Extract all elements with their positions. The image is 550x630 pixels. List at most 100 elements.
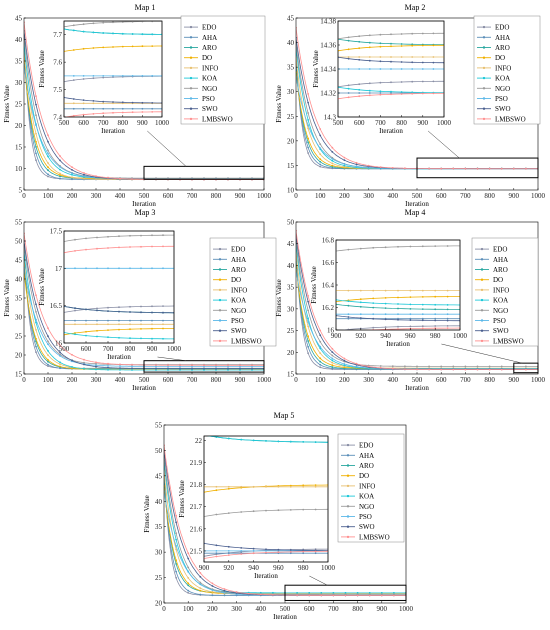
series-point-koa: [203, 369, 205, 371]
inset-y-tick-label: 7.6: [53, 59, 62, 67]
inset-point-lmbswo: [85, 248, 87, 251]
series-point-swo: [215, 367, 217, 370]
x-tick-label: 1000: [531, 192, 546, 200]
y-tick-label: 30: [287, 305, 295, 313]
series-point-koa: [95, 368, 97, 371]
chart-panel-2: Map 2 0 100 200 300 400 500 600 700 800 900 1000 10 1…: [275, 3, 546, 208]
inset-point-pso: [432, 68, 435, 70]
inset-point-do: [400, 45, 403, 47]
inset-y-axis-label: Fitness Value: [310, 266, 318, 303]
legend-label-do: DO: [495, 54, 505, 62]
inset-point-aro: [347, 39, 350, 42]
y-tick-label: 30: [15, 314, 23, 322]
series-point-aha: [71, 178, 73, 181]
inset-point-ngo: [421, 245, 424, 248]
inset-point-swo: [107, 310, 109, 312]
inset-point-edo: [432, 80, 435, 83]
inset-point-lmbswo: [92, 113, 95, 115]
inset-y-tick-label: 16.4: [322, 282, 335, 290]
series-point-info: [319, 153, 322, 156]
x-tick-label: 700: [328, 605, 339, 613]
y-tick-label: 40: [287, 39, 295, 47]
legend-label-koa: KOA: [231, 297, 246, 305]
inset-point-aha: [368, 92, 371, 94]
series-point-ngo: [35, 114, 37, 117]
inset-point-koa: [121, 32, 124, 35]
inset-point-ngo: [379, 33, 382, 36]
zoom-box: [416, 157, 539, 179]
inset-point-koa: [92, 31, 95, 34]
inset-point-do: [82, 47, 85, 50]
series-point-aro: [47, 169, 49, 172]
series-point-lmbswo: [476, 167, 479, 170]
inset-point-aha: [118, 319, 120, 322]
series-point-lmbswo: [464, 167, 467, 170]
legend-marker-pso: [482, 97, 486, 100]
inset-point-lmbswo: [151, 245, 153, 248]
series-point-pso: [331, 357, 334, 360]
inset-point-pso: [227, 550, 230, 552]
inset-point-swo: [102, 100, 105, 103]
series-point-koa: [47, 350, 49, 352]
inset-point-aro: [359, 305, 362, 308]
series-point-lmbswo: [59, 155, 61, 157]
inset-x-tick-label: 940: [380, 332, 391, 340]
series-point-lmbswo: [107, 362, 109, 365]
series-point-koa: [47, 155, 49, 158]
series-point-lmbswo: [59, 344, 61, 347]
legend-marker-lmbswo: [482, 117, 486, 121]
inset-point-info: [379, 56, 382, 58]
series-point-aha: [319, 163, 322, 166]
inset-point-pso: [118, 267, 120, 270]
series-point-koa: [59, 361, 61, 364]
inset-point-edo: [409, 325, 412, 328]
series-point-ngo: [525, 365, 527, 368]
series-point-lmbswo: [251, 364, 253, 367]
zoom-arrow: [427, 130, 460, 159]
inset-x-tick-label: 900: [147, 345, 158, 353]
inset-point-lmbswo: [121, 111, 124, 114]
series-point-lmbswo: [404, 167, 406, 170]
inset-point-swo: [358, 58, 361, 61]
inset-point-edo: [384, 326, 387, 328]
x-tick-label: 300: [363, 376, 374, 384]
inset-point-ngo: [314, 508, 317, 511]
inset-point-koa: [409, 303, 412, 306]
series-point-koa: [320, 592, 323, 594]
x-tick-label: 400: [388, 376, 399, 384]
legend-label-lmbswo: LMBSWO: [231, 337, 262, 345]
inset-point-swo: [446, 319, 449, 322]
legend-label-info: INFO: [359, 482, 375, 490]
x-tick-label: 200: [339, 376, 350, 384]
legend-marker-aro: [346, 464, 350, 467]
series-point-koa: [272, 591, 274, 594]
inset-point-aro: [446, 308, 449, 311]
inset-point-ngo: [215, 513, 218, 516]
chart-panel-5: Map 5 0 100 200 300 400 500 600 700 800 900 1000 20 2…: [143, 411, 414, 621]
legend-marker-lmbswo: [189, 117, 193, 121]
inset-point-pso: [368, 68, 371, 70]
y-tick-label: 15: [287, 371, 295, 379]
chart-panel-1: Map 1 0 100 200 300 400 500 600 700 800 900 1000 5 10…: [3, 3, 272, 208]
legend-box: [473, 15, 541, 125]
inset-point-info: [96, 323, 98, 326]
y-tick-label: 25: [287, 113, 295, 121]
inset-point-info: [252, 485, 255, 488]
inset-point-lmbswo: [421, 92, 424, 95]
legend-label-swo: SWO: [495, 105, 511, 113]
legend-marker-edo: [480, 247, 484, 251]
series-point-swo: [199, 575, 202, 578]
x-tick-label: 0: [294, 376, 298, 384]
inset-point-do: [74, 332, 76, 334]
series-point-aro: [59, 175, 61, 178]
series-point-koa: [259, 591, 262, 594]
series-point-lmbswo: [119, 177, 121, 180]
inset-point-ngo: [121, 21, 124, 23]
series-point-swo: [307, 101, 309, 104]
inset-x-tick-label: 1000: [453, 332, 468, 340]
x-tick-label: 500: [412, 192, 423, 200]
inset-point-swo: [379, 60, 382, 63]
x-tick-label: 400: [115, 376, 126, 384]
x-tick-label: 600: [163, 376, 174, 384]
